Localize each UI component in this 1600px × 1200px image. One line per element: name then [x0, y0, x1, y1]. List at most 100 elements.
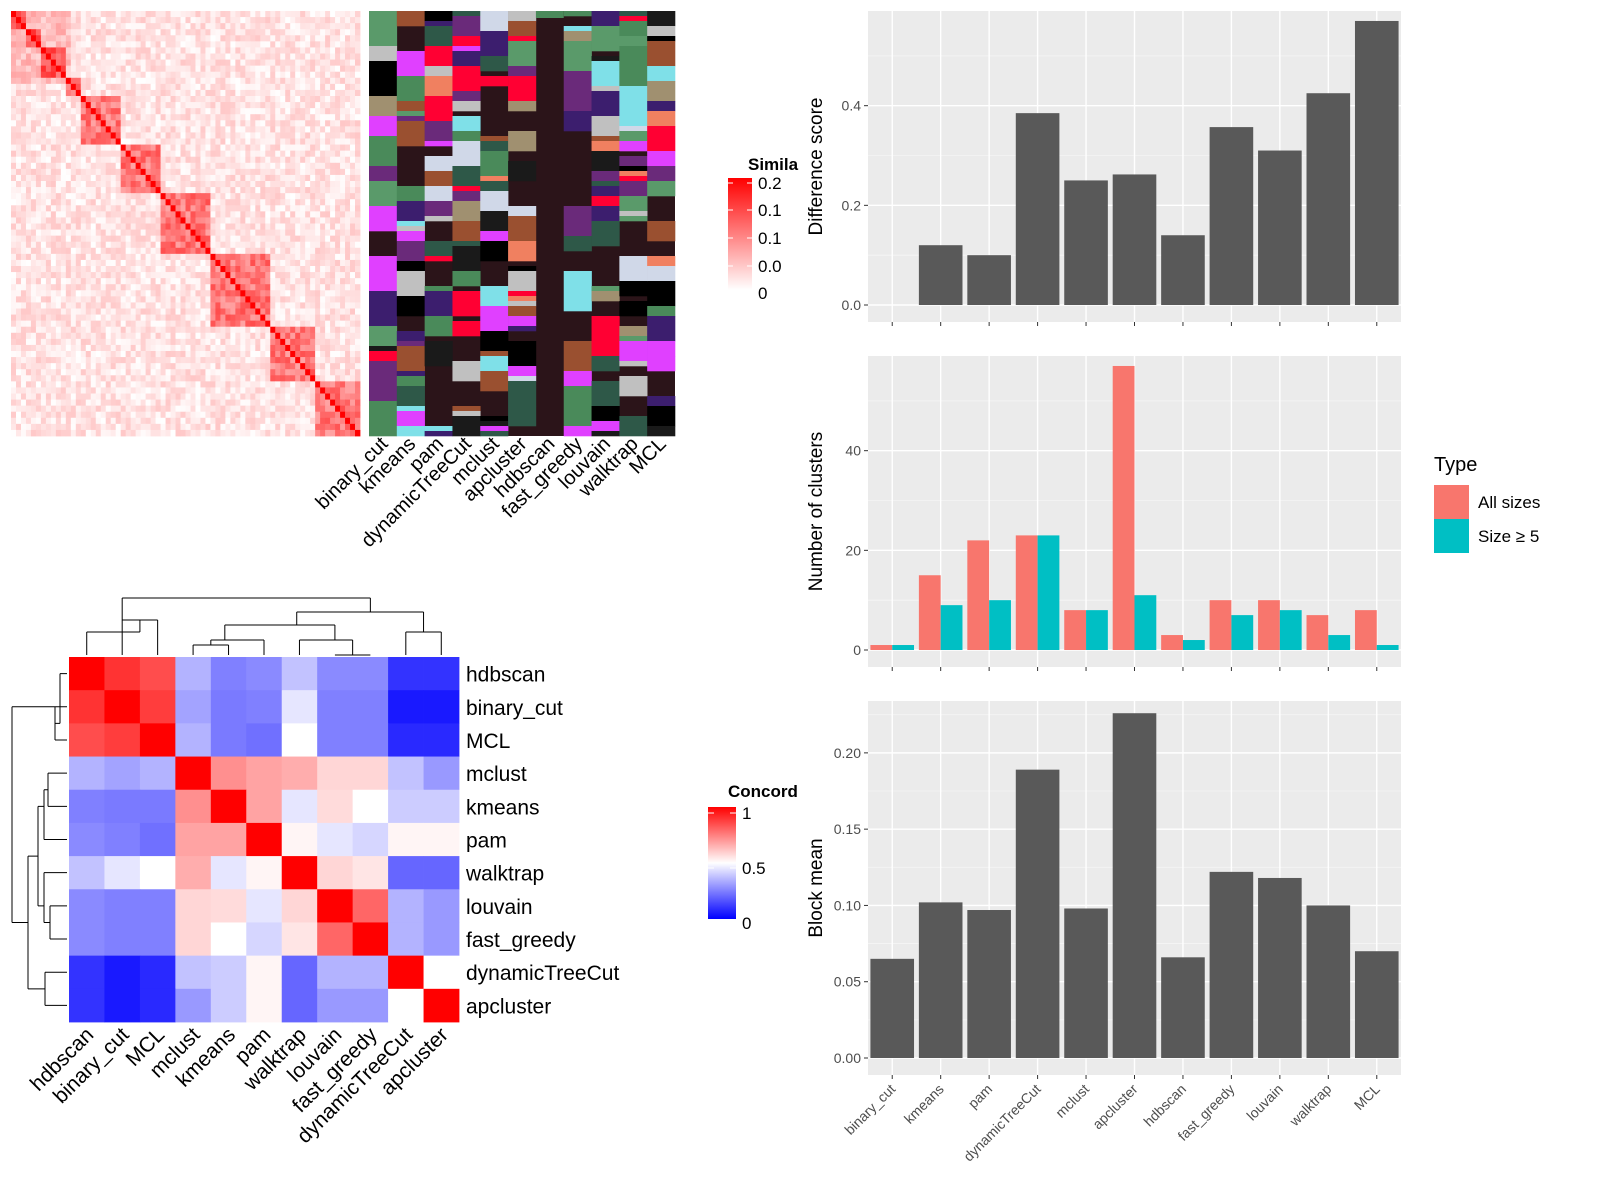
similarity-cell: [135, 71, 142, 79]
similarity-cell: [35, 417, 42, 425]
similarity-cell: [80, 23, 87, 30]
similarity-cell: [315, 53, 321, 60]
similarity-cell: [40, 156, 47, 164]
similarity-cell: [120, 162, 127, 170]
similarity-cell: [295, 411, 301, 419]
similarity-cell: [115, 223, 122, 230]
similarity-cell: [195, 35, 201, 42]
similarity-cell: [75, 381, 82, 388]
similarity-cell: [75, 138, 82, 145]
similarity-cell: [335, 369, 341, 376]
similarity-cell: [40, 199, 47, 206]
similarity-cell: [220, 351, 226, 358]
similarity-cell: [70, 351, 77, 358]
similarity-cell: [70, 71, 77, 79]
cluster-cell: [424, 201, 453, 217]
similarity-cell: [155, 393, 161, 400]
similarity-cell: [335, 89, 341, 97]
similarity-cell: [55, 272, 62, 279]
similarity-cell: [340, 387, 346, 394]
similarity-cell: [65, 253, 72, 261]
similarity-cell: [355, 375, 361, 382]
similarity-cell: [295, 29, 301, 36]
similarity-cell: [25, 53, 32, 60]
similarity-cell: [150, 77, 156, 85]
similarity-cell: [80, 363, 87, 370]
similarity-cell: [120, 381, 127, 388]
similarity-cell: [305, 332, 311, 340]
similarity-cell: [55, 296, 62, 303]
similarity-cell: [305, 23, 311, 30]
similarity-cell: [20, 223, 27, 230]
similarity-cell: [300, 314, 306, 322]
similarity-cell: [50, 11, 57, 18]
similarity-cell: [145, 65, 151, 73]
similarity-cell: [345, 290, 351, 297]
similarity-cell: [195, 266, 201, 273]
similarity-cell: [265, 132, 271, 139]
similarity-cell: [45, 326, 52, 334]
similarity-cell: [210, 235, 216, 243]
similarity-cell: [55, 150, 62, 158]
similarity-cell: [80, 223, 87, 230]
similarity-cell: [305, 114, 311, 121]
similarity-cell: [325, 181, 331, 188]
similarity-cell: [105, 168, 112, 176]
similarity-cell: [75, 296, 82, 303]
similarity-cell: [230, 181, 236, 188]
similarity-cell: [80, 405, 87, 413]
similarity-cell: [240, 102, 246, 109]
similarity-cell: [195, 187, 201, 194]
similarity-cell: [145, 71, 151, 79]
similarity-cell: [280, 278, 286, 285]
similarity-cell: [235, 381, 241, 388]
similarity-cell: [130, 168, 137, 176]
similarity-cell: [25, 357, 32, 364]
similarity-cell: [120, 351, 127, 358]
similarity-cell: [100, 411, 107, 419]
similarity-cell: [255, 290, 261, 297]
similarity-cell: [170, 47, 176, 54]
similarity-cell: [350, 302, 356, 309]
similarity-cell: [305, 272, 311, 279]
similarity-cell: [335, 71, 341, 79]
similarity-cell: [280, 326, 286, 334]
similarity-cell: [225, 144, 231, 152]
similarity-cell: [15, 187, 22, 194]
similarity-cell: [140, 423, 147, 431]
similarity-cell: [305, 162, 311, 170]
similarity-cell: [170, 59, 176, 67]
similarity-cell: [245, 278, 251, 285]
similarity-cell: [255, 89, 261, 97]
similarity-cell: [215, 126, 221, 133]
similarity-cell: [65, 71, 72, 79]
similarity-cell: [60, 247, 67, 255]
similarity-cell: [310, 290, 316, 297]
similarity-cell: [220, 290, 226, 297]
similarity-cell: [225, 302, 231, 309]
similarity-cell: [175, 235, 181, 243]
similarity-cell: [105, 247, 112, 255]
similarity-cell: [95, 308, 102, 315]
similarity-cell: [70, 114, 77, 121]
similarity-cell: [300, 205, 306, 212]
similarity-cell: [70, 429, 77, 437]
similarity-cell: [15, 65, 22, 73]
similarity-cell: [125, 411, 132, 419]
similarity-cell: [295, 241, 301, 249]
similarity-cell: [75, 423, 82, 431]
similarity-cell: [25, 259, 32, 267]
similarity-cell: [280, 17, 286, 24]
similarity-cell: [95, 357, 102, 364]
similarity-cell: [40, 41, 47, 48]
similarity-cell: [75, 387, 82, 394]
similarity-cell: [110, 174, 117, 182]
similarity-cell: [340, 272, 346, 279]
similarity-cell: [220, 11, 226, 18]
similarity-cell: [295, 253, 301, 261]
similarity-cell: [11, 387, 17, 394]
similarity-cell: [65, 89, 72, 97]
similarity-cell: [345, 47, 351, 54]
similarity-cell: [215, 247, 221, 255]
similarity-cell: [125, 126, 132, 133]
